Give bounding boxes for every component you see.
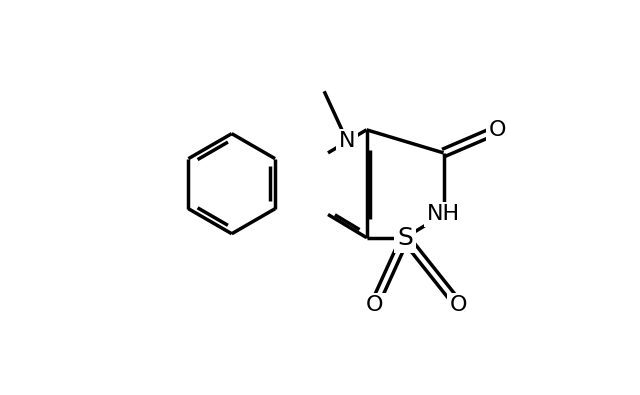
- Text: N: N: [339, 132, 355, 151]
- Text: NH: NH: [427, 205, 460, 224]
- Text: S: S: [397, 226, 413, 250]
- Text: O: O: [489, 120, 506, 140]
- Text: O: O: [450, 295, 468, 315]
- Text: O: O: [365, 295, 383, 315]
